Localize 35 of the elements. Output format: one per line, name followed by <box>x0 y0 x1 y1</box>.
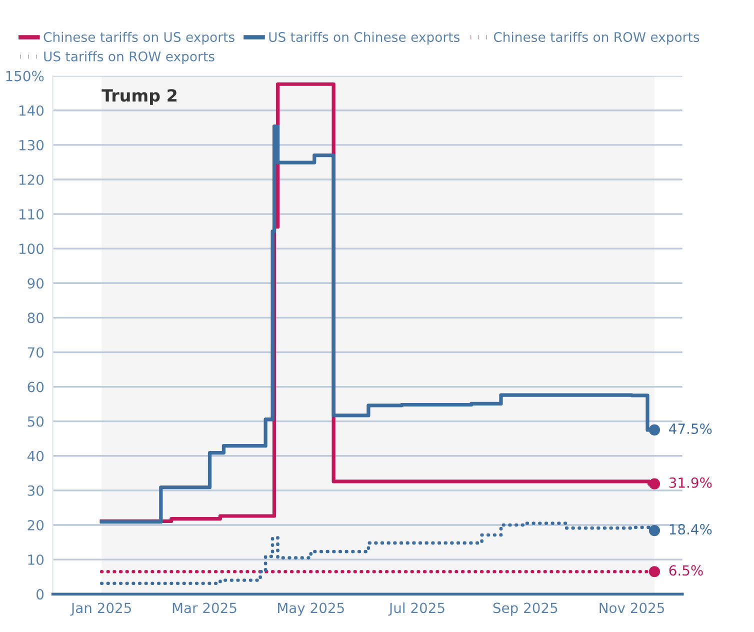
legend-label: US tariffs on ROW exports <box>44 51 214 64</box>
y-tick-label: 140 <box>19 105 44 116</box>
data-label: 6.5% <box>669 565 703 576</box>
point <box>648 424 660 436</box>
legend-label: Chinese tariffs on ROW exports <box>494 32 700 45</box>
y-tick-label: 20 <box>28 520 44 530</box>
x-tick-label: Mar 2025 <box>172 602 236 614</box>
y-tick-label: 130 <box>19 140 44 150</box>
data-label: 31.9% <box>669 477 712 488</box>
x-tick-label: Jan 2025 <box>70 602 131 616</box>
point <box>648 566 660 578</box>
x-tick-label: Nov 2025 <box>600 602 664 614</box>
y-tick-label: 90 <box>28 278 44 289</box>
point <box>648 524 660 536</box>
y-tick-label: 100 <box>19 244 44 254</box>
y-tick-label: 50 <box>28 416 44 427</box>
data-label: 18.4% <box>670 524 712 535</box>
y-tick-label: 10 <box>28 554 44 566</box>
x-tick-label: Sep 2025 <box>493 602 558 616</box>
y-tick-label: 30 <box>28 485 44 496</box>
band-label: Trump 2 <box>102 89 176 105</box>
x-tick-label: Jul 2025 <box>388 602 444 616</box>
x-tick-label: May 2025 <box>278 602 344 616</box>
y-tick-label: 70 <box>28 347 44 358</box>
point <box>648 478 660 490</box>
y-tick-label: 0 <box>36 589 44 600</box>
data-label: 47.5% <box>669 423 712 434</box>
y-tick-label: 40 <box>27 450 44 462</box>
y-tick-label: 110 <box>19 209 44 220</box>
legend-label: Chinese tariffs on US exports <box>44 32 234 45</box>
y-tick-label: 80 <box>28 312 44 324</box>
y-tick-label: 120 <box>19 174 44 185</box>
y-tick-label: 150% <box>6 70 44 82</box>
legend-label: US tariffs on Chinese exports <box>269 32 460 45</box>
y-tick-label: 60 <box>28 382 44 392</box>
